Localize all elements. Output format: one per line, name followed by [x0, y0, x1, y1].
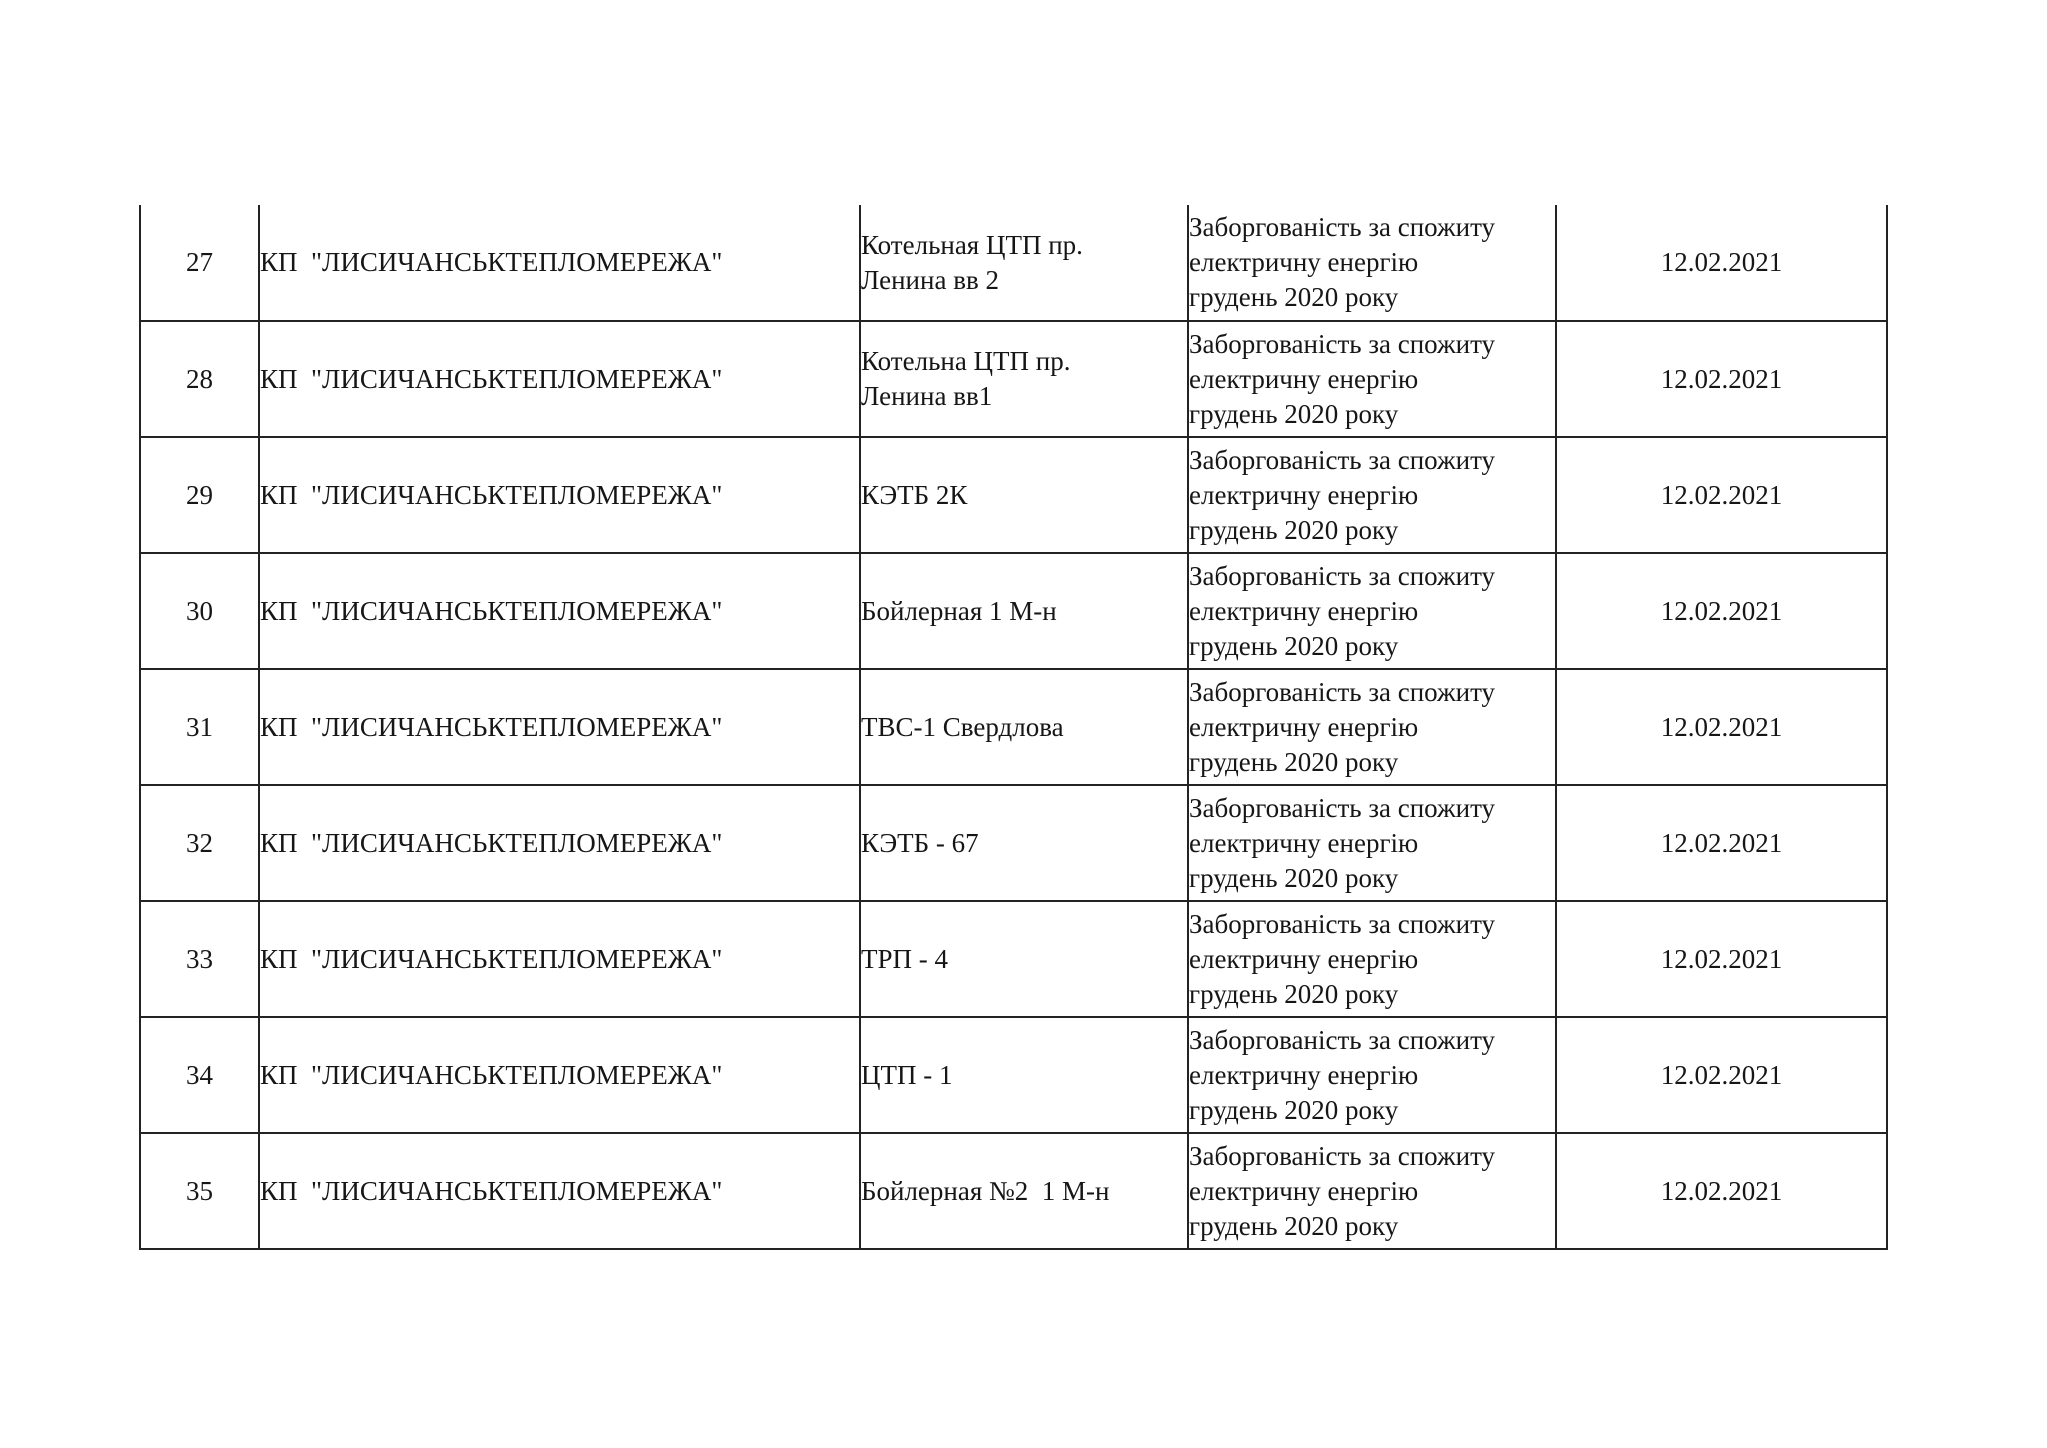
object-cell: Котельная ЦТП пр. Ленина вв 2: [859, 205, 1189, 322]
company-cell: КП "ЛИСИЧАНСЬКТЕПЛОМЕРЕЖА": [258, 436, 861, 554]
object-cell: Котельна ЦТП пр. Ленина вв1: [859, 320, 1189, 438]
row-number-cell: 33: [139, 900, 260, 1018]
debt-reason-cell: Заборгованість за спожиту електричну ене…: [1187, 205, 1557, 322]
date-cell: 12.02.2021: [1555, 900, 1888, 1018]
table-row: 28 КП "ЛИСИЧАНСЬКТЕПЛОМЕРЕЖА" Котельна Ц…: [139, 320, 1888, 438]
debt-reason-cell: Заборгованість за спожиту електричну ене…: [1187, 668, 1557, 786]
row-number-cell: 32: [139, 784, 260, 902]
table-row: 27 КП "ЛИСИЧАНСЬКТЕПЛОМЕРЕЖА" Котельная …: [139, 205, 1888, 322]
debtors-table: 27 КП "ЛИСИЧАНСЬКТЕПЛОМЕРЕЖА" Котельная …: [139, 205, 1888, 1250]
row-number-cell: 30: [139, 552, 260, 670]
date-cell: 12.02.2021: [1555, 205, 1888, 322]
table-row: 31 КП "ЛИСИЧАНСЬКТЕПЛОМЕРЕЖА" ТВС-1 Свер…: [139, 668, 1888, 786]
row-number-cell: 29: [139, 436, 260, 554]
table-row: 33 КП "ЛИСИЧАНСЬКТЕПЛОМЕРЕЖА" ТРП - 4 За…: [139, 900, 1888, 1018]
date-cell: 12.02.2021: [1555, 320, 1888, 438]
date-cell: 12.02.2021: [1555, 668, 1888, 786]
debt-reason-cell: Заборгованість за спожиту електричну ене…: [1187, 784, 1557, 902]
company-cell: КП "ЛИСИЧАНСЬКТЕПЛОМЕРЕЖА": [258, 900, 861, 1018]
object-cell: КЭТБ 2К: [859, 436, 1189, 554]
date-cell: 12.02.2021: [1555, 1016, 1888, 1134]
object-cell: КЭТБ - 67: [859, 784, 1189, 902]
table-row: 30 КП "ЛИСИЧАНСЬКТЕПЛОМЕРЕЖА" Бойлерная …: [139, 552, 1888, 670]
date-cell: 12.02.2021: [1555, 436, 1888, 554]
debt-reason-cell: Заборгованість за спожиту електричну ене…: [1187, 320, 1557, 438]
company-cell: КП "ЛИСИЧАНСЬКТЕПЛОМЕРЕЖА": [258, 668, 861, 786]
row-number-cell: 34: [139, 1016, 260, 1134]
object-cell: Бойлерная 1 М-н: [859, 552, 1189, 670]
row-number-cell: 35: [139, 1132, 260, 1250]
debt-reason-cell: Заборгованість за спожиту електричну ене…: [1187, 552, 1557, 670]
debt-reason-cell: Заборгованість за спожиту електричну ене…: [1187, 1132, 1557, 1250]
object-cell: ТРП - 4: [859, 900, 1189, 1018]
row-number-cell: 28: [139, 320, 260, 438]
table-row: 35 КП "ЛИСИЧАНСЬКТЕПЛОМЕРЕЖА" Бойлерная …: [139, 1132, 1888, 1250]
row-number-cell: 27: [139, 205, 260, 322]
table-row: 29 КП "ЛИСИЧАНСЬКТЕПЛОМЕРЕЖА" КЭТБ 2К За…: [139, 436, 1888, 554]
company-cell: КП "ЛИСИЧАНСЬКТЕПЛОМЕРЕЖА": [258, 1016, 861, 1134]
date-cell: 12.02.2021: [1555, 552, 1888, 670]
object-cell: Бойлерная №2 1 М-н: [859, 1132, 1189, 1250]
company-cell: КП "ЛИСИЧАНСЬКТЕПЛОМЕРЕЖА": [258, 320, 861, 438]
object-cell: ТВС-1 Свердлова: [859, 668, 1189, 786]
object-cell: ЦТП - 1: [859, 1016, 1189, 1134]
date-cell: 12.02.2021: [1555, 784, 1888, 902]
table-row: 34 КП "ЛИСИЧАНСЬКТЕПЛОМЕРЕЖА" ЦТП - 1 За…: [139, 1016, 1888, 1134]
debt-reason-cell: Заборгованість за спожиту електричну ене…: [1187, 900, 1557, 1018]
debt-reason-cell: Заборгованість за спожиту електричну ене…: [1187, 436, 1557, 554]
row-number-cell: 31: [139, 668, 260, 786]
company-cell: КП "ЛИСИЧАНСЬКТЕПЛОМЕРЕЖА": [258, 1132, 861, 1250]
debt-reason-cell: Заборгованість за спожиту електричну ене…: [1187, 1016, 1557, 1134]
company-cell: КП "ЛИСИЧАНСЬКТЕПЛОМЕРЕЖА": [258, 205, 861, 322]
company-cell: КП "ЛИСИЧАНСЬКТЕПЛОМЕРЕЖА": [258, 784, 861, 902]
table-row: 32 КП "ЛИСИЧАНСЬКТЕПЛОМЕРЕЖА" КЭТБ - 67 …: [139, 784, 1888, 902]
date-cell: 12.02.2021: [1555, 1132, 1888, 1250]
company-cell: КП "ЛИСИЧАНСЬКТЕПЛОМЕРЕЖА": [258, 552, 861, 670]
